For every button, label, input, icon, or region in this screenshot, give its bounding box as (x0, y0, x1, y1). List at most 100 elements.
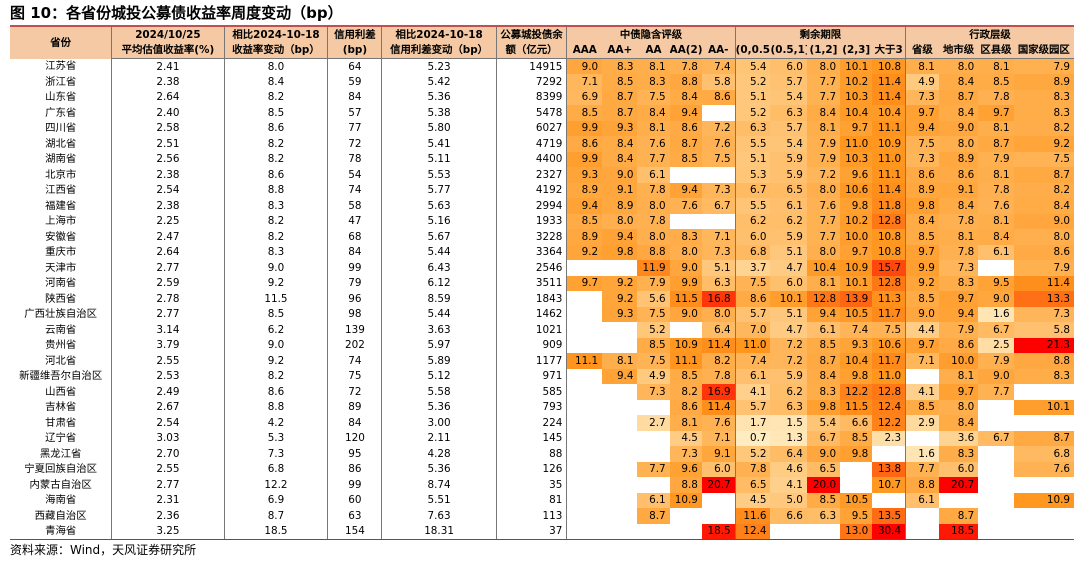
heat-cell: 9.7 (938, 384, 979, 400)
heat-cell: 8.4 (806, 368, 841, 384)
heat-cell: 6.9 (566, 89, 603, 105)
heat-cell: 4.5 (669, 430, 702, 446)
base-value-cell: 202 (327, 337, 382, 353)
rating-col-header: AAA (566, 42, 603, 59)
heat-cell: 7.4 (701, 58, 736, 74)
base-value-cell: 2.56 (111, 151, 225, 167)
heat-cell: 8.9 (566, 229, 603, 245)
heat-cell (840, 462, 872, 478)
heat-cell: 18.5 (938, 523, 979, 539)
heat-cell (566, 399, 603, 415)
heat-cell: 9.3 (602, 120, 638, 136)
base-value-cell: 5.58 (381, 384, 497, 400)
heat-cell: 10.3 (840, 89, 873, 105)
heat-cell: 6.2 (734, 213, 771, 229)
base-value-cell: 5.63 (381, 198, 497, 214)
heat-cell: 7.8 (637, 182, 670, 198)
heat-cell: 9.7 (840, 120, 873, 136)
heat-cell: 5.2 (637, 322, 670, 338)
heat-cell (807, 524, 840, 540)
base-value-cell: 2.54 (111, 415, 225, 431)
heat-cell (670, 508, 702, 524)
base-value-cell: 5.53 (381, 167, 497, 183)
base-value-cell: 8.8 (223, 399, 328, 415)
admin-col-header: 国家级园区 (1013, 42, 1074, 59)
heat-cell: 6.3 (734, 120, 771, 136)
heat-cell: 9.8 (905, 198, 939, 214)
heat-cell: 8.5 (602, 74, 638, 90)
heat-cell: 5.1 (770, 244, 807, 260)
base-value-cell: 96 (327, 291, 382, 307)
heat-cell: 6.1 (734, 368, 771, 384)
heat-cell: 12.8 (872, 213, 906, 229)
heat-cell: 8.5 (905, 229, 939, 245)
heat-cell: 7.8 (978, 89, 1014, 105)
heat-cell: 7.9 (806, 151, 841, 167)
base-value-cell: 81 (495, 492, 567, 508)
heat-cell: 8.3 (938, 446, 979, 462)
base-value-cell: 2.54 (111, 182, 225, 198)
heat-cell (602, 415, 637, 431)
table-row: 湖北省 2.51 8.2 72 5.41 4719 8.6 8.4 7.6 8.7 7.6 5.5 5.… (10, 136, 1074, 152)
heat-cell: 7.3 (905, 89, 939, 105)
heat-cell: 6.5 (806, 461, 841, 477)
heat-cell: 7.6 (701, 415, 736, 431)
heat-cell: 9.2 (602, 291, 638, 307)
table-row: 宁夏回族自治区 2.55 6.8 86 5.36 126 7.7 9.6 6.0 7.8 4.6 6.… (10, 461, 1074, 478)
heat-cell: 10.7 (872, 477, 906, 493)
table-row: 甘肃省 2.54 4.2 84 3.00 224 2.7 8.1 7.6 1.7 1.5 5.4 6.6… (10, 415, 1074, 431)
heat-cell: 8.5 (669, 151, 702, 167)
admin-col-header: 区县级 (978, 42, 1014, 59)
province-cell: 北京市 (45, 168, 77, 181)
base-value-cell: 1021 (495, 322, 567, 338)
base-value-cell: 68 (327, 229, 382, 245)
heat-cell: 6.0 (734, 229, 771, 245)
base-value-cell: 1177 (495, 353, 567, 369)
heat-cell: 8.1 (978, 167, 1014, 183)
heat-cell: 7.2 (770, 337, 807, 353)
heat-cell: 9.4 (905, 120, 939, 136)
heat-cell: 9.4 (938, 306, 979, 322)
province-cell: 陕西省 (45, 292, 77, 305)
base-value-cell: 2.77 (111, 477, 225, 493)
base-header-top: 2024/10/25 (111, 27, 225, 42)
heat-cell: 7.8 (938, 244, 979, 260)
rating-col-header: AA- (701, 42, 736, 59)
base-value-cell: 78 (327, 151, 382, 167)
heat-cell: 11.8 (872, 198, 906, 214)
base-value-cell: 5.16 (381, 213, 497, 229)
base-value-cell: 5.41 (381, 136, 497, 152)
heat-cell: 9.8 (806, 399, 841, 415)
heat-cell: 4.9 (905, 74, 939, 90)
heat-cell: 8.6 (669, 399, 702, 415)
heat-cell: 9.2 (905, 275, 939, 291)
heat-cell: 7.8 (978, 182, 1014, 198)
heat-cell: 11.4 (872, 182, 906, 198)
heat-cell: 7.7 (905, 461, 939, 477)
base-value-cell: 4.2 (223, 415, 328, 431)
heat-cell: 7.8 (938, 213, 979, 229)
heat-cell: 9.3 (566, 167, 603, 183)
heat-cell: 10.1 (770, 291, 807, 307)
base-value-cell: 2.77 (111, 260, 225, 276)
base-value-cell: 2.51 (111, 136, 225, 152)
heat-cell: 5.7 (734, 306, 771, 322)
province-cell: 四川省 (45, 122, 77, 135)
heat-cell: 11.5 (840, 399, 873, 415)
heat-cell: 16.8 (701, 291, 736, 307)
table-row: 广西壮族自治区 2.77 8.5 98 5.44 1462 9.3 7.5 9.0 8.0 5.7 5… (10, 306, 1074, 322)
province-cell: 广西壮族自治区 (24, 308, 98, 321)
table-row: 江苏省 2.41 8.0 64 5.23 14915 9.0 8.3 8.1 7.8 7.4 5.4 6… (10, 58, 1074, 74)
table-row: 贵州省 3.79 9.0 202 5.97 909 8.5 10.9 11.4 11.0 7.2 8.… (10, 337, 1074, 353)
heat-cell: 6.8 (734, 244, 771, 260)
heat-cell: 8.2 (669, 384, 702, 400)
heat-cell: 8.1 (806, 275, 841, 291)
heat-cell: 8.4 (978, 229, 1014, 245)
base-header-bottom: 收益率变动（bp） (223, 42, 328, 59)
base-header-top: 公募城投债余 (495, 27, 567, 42)
heat-cell: 9.8 (602, 244, 638, 260)
heat-cell (566, 384, 603, 400)
page-title: 图 10：各省份城投公募债收益率周度变动（bp） (10, 4, 343, 22)
heat-cell: 11.1 (872, 167, 906, 183)
heat-cell (939, 493, 978, 509)
